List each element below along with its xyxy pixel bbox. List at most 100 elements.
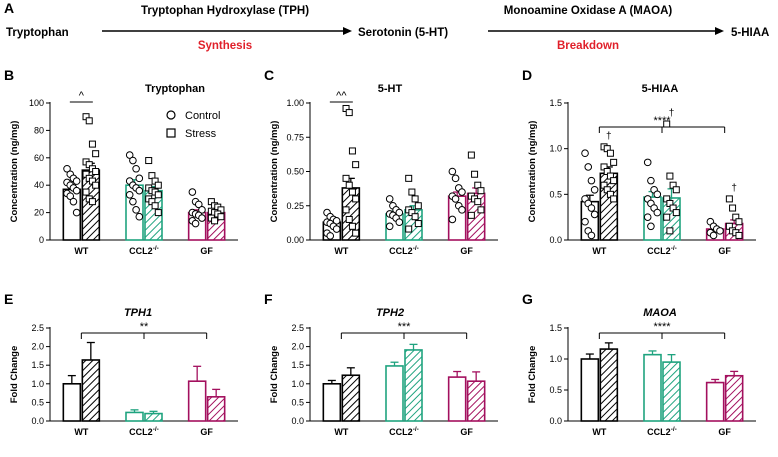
pathway-tph-label: Tryptophan Hydroxylase (TPH) (141, 5, 309, 17)
y-tick-label: 1.00 (286, 98, 304, 108)
y-tick-label: 0.0 (291, 416, 304, 426)
data-point-control (129, 156, 137, 165)
data-point-stress (211, 217, 219, 225)
data-point-control (194, 200, 203, 209)
y-tick-label: 2.5 (31, 323, 44, 333)
bar-stress (341, 374, 361, 422)
data-point-stress (405, 174, 413, 182)
y-tick-label: 0.0 (31, 416, 44, 426)
data-point-control (709, 231, 718, 240)
y-tick-label: 60 (34, 153, 44, 163)
data-point-control (332, 225, 341, 233)
data-point-control (72, 186, 81, 195)
y-tick-label: 0.0 (549, 235, 562, 245)
data-point-stress (217, 213, 225, 221)
x-tick-label: GF (460, 427, 473, 437)
data-point-stress (352, 161, 360, 169)
y-tick-label: 0.50 (286, 167, 304, 177)
x-tick-label: WT (334, 427, 348, 437)
x-tick-label: WT (74, 427, 88, 437)
y-axis-label: Fold Change (527, 346, 538, 404)
data-point-stress (342, 174, 350, 182)
data-point-control (66, 192, 75, 200)
data-point-control (129, 197, 137, 206)
pathway-panel: A Tryptophan Tryptophan Hydroxylase (TPH… (4, 0, 769, 52)
data-point-stress (610, 195, 618, 203)
data-point-control (395, 208, 404, 217)
significance-label: ^^ (336, 90, 347, 102)
bar-control (643, 353, 662, 422)
significance-label: *** (398, 321, 412, 333)
x-tick-label-superscript: -/- (413, 245, 419, 252)
chart-b: Tryptophan 0 20 40 60 80 100 Concentration (ng/… (9, 83, 238, 256)
legend-stress-label: Stress (185, 128, 217, 140)
data-point-control (643, 213, 652, 221)
panel-letter-a: A (4, 0, 14, 16)
y-tick-label: 1.0 (549, 354, 562, 364)
pathway-5hiaa: 5-HIAA (731, 27, 769, 39)
bar-stress (81, 359, 101, 422)
chart-title: Tryptophan (145, 83, 205, 95)
data-point-stress (88, 140, 96, 148)
data-point-control (587, 204, 596, 212)
data-point-control (135, 174, 144, 183)
data-point-stress (411, 195, 419, 203)
x-tick-label-superscript: -/- (153, 245, 159, 252)
y-tick-label: 0.75 (286, 132, 304, 142)
panel-e-tph1-chart: E TPH1 0.0 0.5 1.0 1.5 2.0 2.5 Fold Change WT CCL… (4, 291, 238, 437)
bar-control (385, 365, 404, 422)
x-tick-label-superscript: -/- (153, 426, 159, 433)
panel-g-maoa-chart: G MAOA 0.0 0.5 1.0 1.5 Fold Change WT CCL2-/- GF… (522, 291, 756, 437)
data-point-control (332, 217, 341, 225)
chart-g: MAOA 0.0 0.5 1.0 1.5 Fold Change WT CCL2-/- GF **… (527, 307, 756, 437)
y-tick-label: 1.5 (549, 98, 562, 108)
legend: Control Stress (166, 110, 220, 140)
data-point-control (590, 210, 599, 219)
panel-d-5hiaa-chart: D 5-HIAA 0.0 0.5 1.0 1.5 Concentration (ng/mg… (522, 67, 756, 256)
significance-label: ** (140, 321, 149, 333)
chart-d: 5-HIAA 0.0 0.5 1.0 1.5 Concentration (ng/mg) W… (527, 83, 756, 256)
x-tick-label: WT (592, 427, 606, 437)
x-tick-label: WT (334, 246, 348, 256)
bar-control (322, 382, 342, 422)
y-tick-label: 2.5 (291, 323, 304, 333)
y-tick-label: 0.5 (549, 385, 562, 395)
x-tick-label: CCL2-/- (129, 426, 159, 437)
x-tick-label: WT (74, 246, 88, 256)
data-point-control (716, 227, 724, 235)
data-point-stress (352, 229, 360, 237)
data-point-control (643, 158, 652, 167)
chart-title: 5-HIAA (642, 83, 679, 95)
y-tick-label: 1.0 (31, 379, 44, 389)
chart-title: 5-HT (378, 83, 403, 95)
data-point-stress (405, 225, 413, 233)
data-point-stress (474, 198, 482, 206)
bar-control (125, 411, 144, 422)
data-point-stress (471, 170, 479, 178)
y-tick-label: 100 (29, 98, 44, 108)
pathway-breakdown-label: Breakdown (557, 40, 619, 52)
data-point-stress (610, 177, 618, 185)
y-tick-label: 1.0 (291, 379, 304, 389)
data-point-stress (467, 211, 475, 219)
data-point-control (395, 218, 404, 226)
data-point-stress (414, 202, 422, 210)
bar-control (62, 382, 82, 422)
data-point-stress (735, 218, 743, 226)
data-point-control (653, 190, 662, 199)
significance-label: ^ (79, 90, 85, 102)
y-tick-label: 1.0 (549, 144, 562, 154)
data-point-stress (151, 202, 159, 210)
data-point-control (385, 195, 394, 203)
y-tick-label: 40 (34, 180, 44, 190)
bar-stress (206, 396, 226, 422)
x-tick-label: GF (200, 246, 213, 256)
data-point-stress (348, 147, 356, 155)
y-tick-label: 2.0 (291, 342, 304, 352)
data-point-stress (82, 188, 90, 196)
x-tick-label-base: CCL2 (647, 246, 671, 256)
data-point-control (581, 217, 589, 226)
chart-title: TPH1 (124, 307, 152, 319)
y-tick-label: 0.5 (291, 397, 304, 407)
data-point-stress (85, 117, 93, 125)
